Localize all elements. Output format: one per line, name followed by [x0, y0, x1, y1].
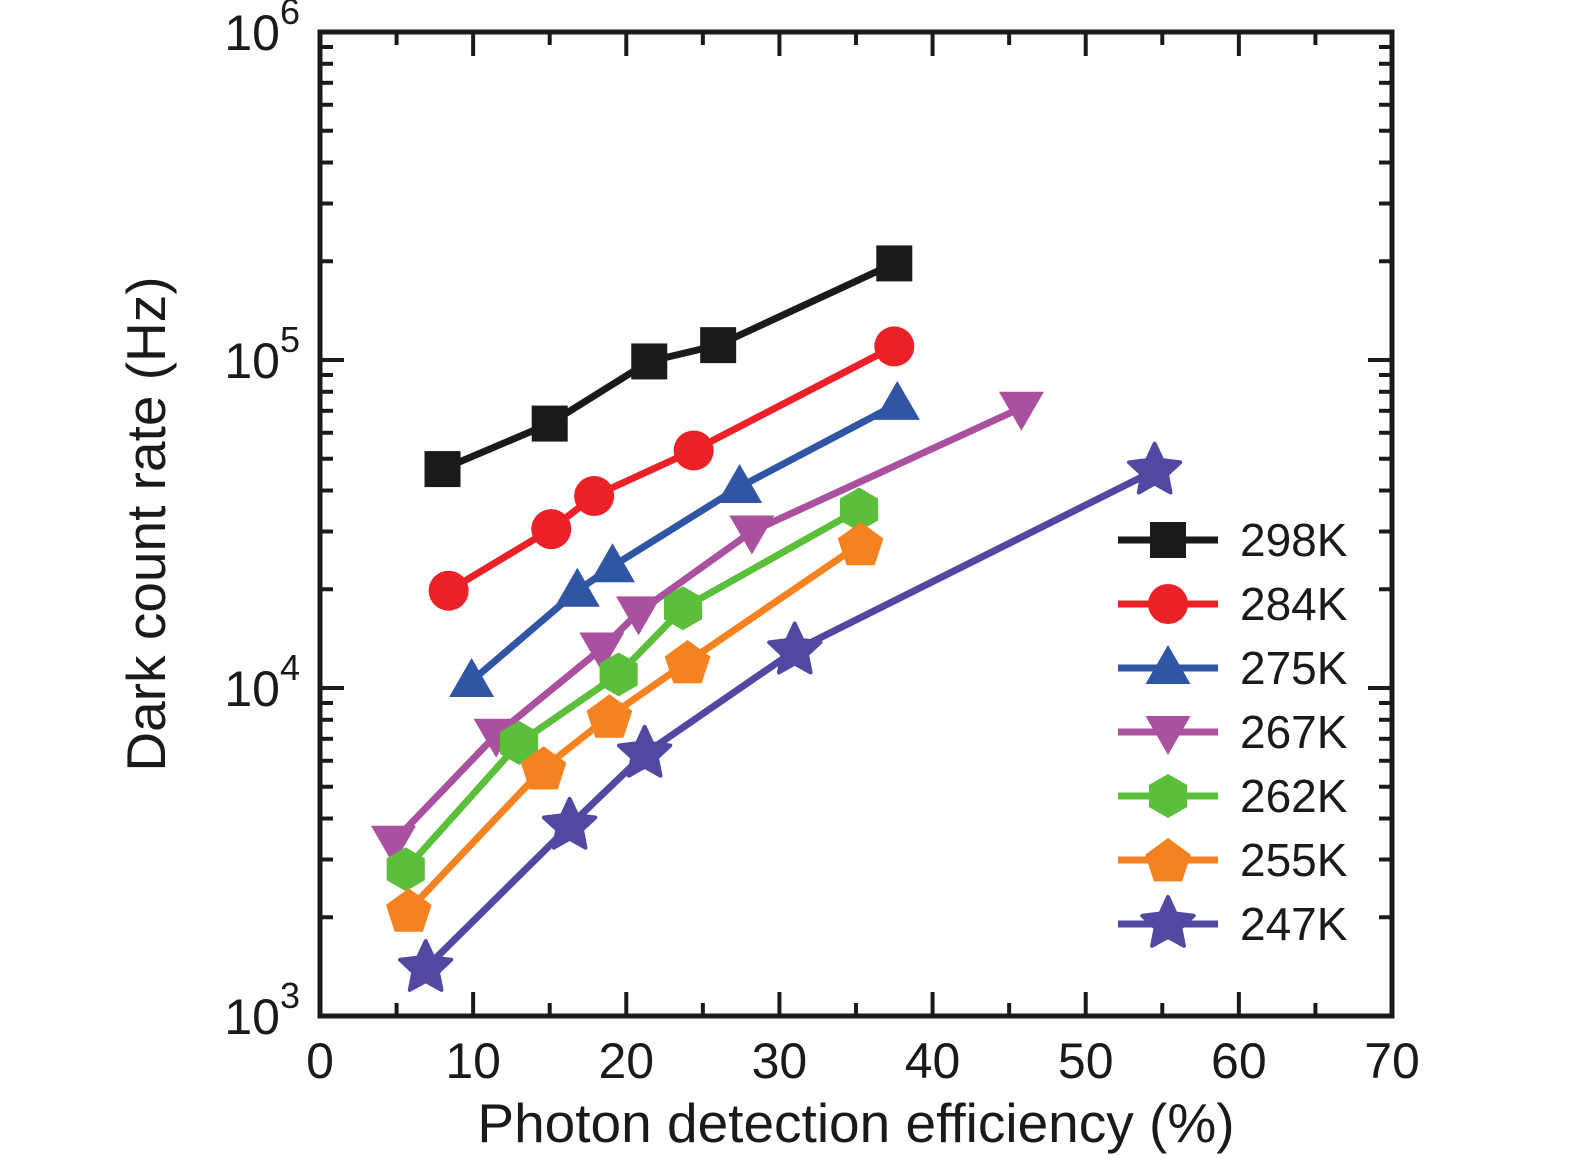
- plot-frame: [317, 29, 1395, 1019]
- square-marker: [700, 327, 737, 364]
- y-tick-label: 103: [224, 975, 300, 1045]
- series-298K: [424, 245, 913, 488]
- series-262K: [386, 487, 879, 892]
- circle-marker: [531, 509, 572, 550]
- legend-entry-275K: 275K: [1118, 642, 1348, 694]
- x-tick-label: 10: [445, 1033, 501, 1089]
- series-line: [446, 343, 896, 594]
- x-tick-label: 30: [752, 1033, 808, 1089]
- x-tick-label: 60: [1211, 1033, 1267, 1089]
- square-marker: [876, 245, 913, 282]
- legend-label: 298K: [1240, 514, 1348, 566]
- legend-entry-255K: 255K: [1118, 834, 1348, 886]
- x-tick-labels: 0 10 20 30 40 50 60 70: [306, 1033, 1420, 1089]
- triangle-up-marker: [1145, 645, 1191, 684]
- x-tick-label: 0: [306, 1033, 334, 1089]
- triangle-down-marker: [371, 825, 416, 865]
- series-255K: [386, 521, 884, 932]
- star-marker: [1127, 441, 1183, 495]
- series-284K: [428, 326, 915, 611]
- legend-label: 255K: [1240, 834, 1348, 886]
- legend: 298K 284K 275K 267K 262K 255K 247K: [1118, 514, 1348, 950]
- pentagon-marker: [837, 521, 884, 566]
- legend-entry-267K: 267K: [1118, 706, 1348, 758]
- square-marker: [424, 451, 461, 488]
- y-tick-labels: 103 104 105 106: [224, 0, 300, 1045]
- circle-marker: [1148, 584, 1188, 624]
- triangle-up-marker: [874, 380, 920, 420]
- legend-entry-284K: 284K: [1118, 578, 1348, 630]
- circle-marker: [673, 430, 714, 471]
- square-marker: [631, 343, 668, 380]
- x-tick-label: 40: [905, 1033, 961, 1089]
- series-line: [390, 404, 1023, 845]
- triangle-down-marker: [579, 632, 625, 672]
- x-tick-label: 50: [1058, 1033, 1114, 1089]
- y-tick-label: 104: [224, 647, 300, 717]
- series-267K: [371, 391, 1044, 865]
- pentagon-marker: [520, 746, 567, 790]
- hexagon-marker: [386, 847, 425, 892]
- series-247K: [398, 441, 1183, 992]
- star-marker: [617, 724, 673, 778]
- triangle-up-marker: [449, 658, 495, 697]
- pentagon-marker: [386, 888, 432, 932]
- square-marker: [1150, 522, 1186, 558]
- legend-label: 275K: [1240, 642, 1348, 694]
- hexagon-marker: [599, 652, 638, 697]
- triangle-down-marker: [998, 391, 1044, 431]
- triangle-down-marker: [1145, 716, 1191, 755]
- hexagon-marker: [840, 487, 879, 532]
- triangle-up-marker: [554, 567, 600, 607]
- triangle-up-marker: [590, 543, 635, 583]
- pentagon-marker: [586, 694, 633, 738]
- star-marker: [1140, 895, 1196, 948]
- square-marker: [531, 405, 568, 442]
- triangle-down-marker: [616, 596, 662, 636]
- x-tick-label: 20: [598, 1033, 654, 1089]
- circle-marker: [574, 475, 615, 516]
- x-axis-title: Photon detection efficiency (%): [477, 1092, 1234, 1154]
- triangle-down-marker: [729, 515, 775, 555]
- y-axis-title: Dark count rate (Hz): [115, 276, 177, 771]
- x-tick-label: 70: [1364, 1033, 1420, 1089]
- triangle-up-marker: [717, 464, 763, 503]
- legend-label: 267K: [1240, 706, 1348, 758]
- series-group: [371, 245, 1183, 992]
- circle-marker: [874, 326, 915, 367]
- circle-marker: [428, 570, 469, 611]
- legend-label: 284K: [1240, 578, 1348, 630]
- legend-entry-262K: 262K: [1118, 770, 1348, 822]
- legend-label: 262K: [1240, 770, 1348, 822]
- star-marker: [767, 621, 823, 675]
- legend-entry-247K: 247K: [1118, 895, 1348, 950]
- y-tick-label: 106: [224, 0, 300, 61]
- legend-label: 247K: [1240, 898, 1348, 950]
- series-275K: [449, 380, 920, 697]
- star-marker: [398, 939, 454, 992]
- legend-entry-298K: 298K: [1118, 514, 1348, 566]
- star-marker: [541, 796, 598, 850]
- pentagon-marker: [1145, 838, 1191, 882]
- pentagon-marker: [664, 640, 711, 684]
- hexagon-marker: [1148, 774, 1188, 818]
- y-tick-label: 105: [224, 319, 300, 389]
- hexagon-marker: [663, 586, 702, 631]
- hexagon-marker: [500, 720, 539, 765]
